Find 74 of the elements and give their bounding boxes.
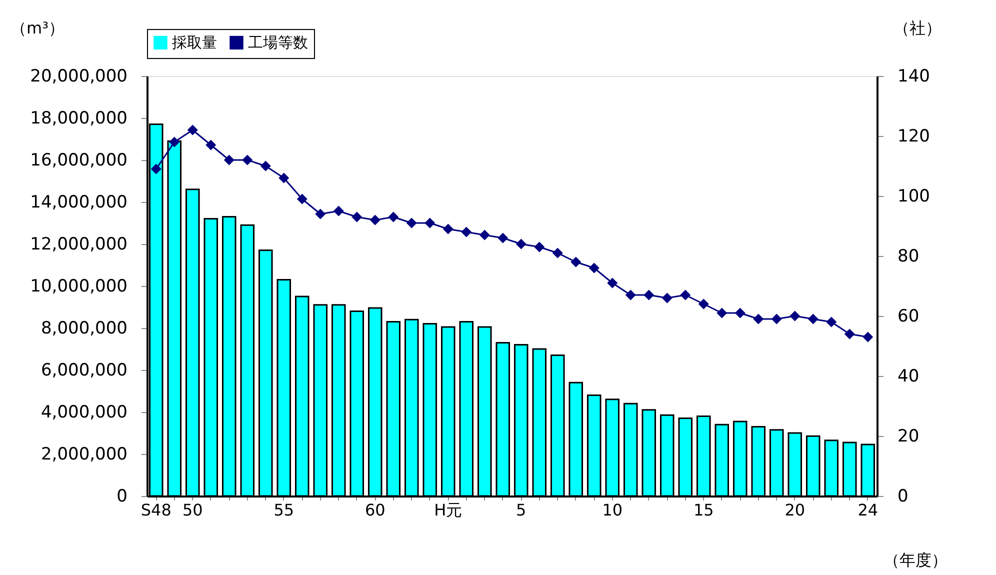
point	[680, 290, 691, 300]
point	[644, 290, 654, 300]
y-tick-label: 6,000,000	[40, 360, 128, 380]
point	[662, 292, 672, 304]
x-tick-label: 24	[858, 500, 878, 520]
point	[278, 172, 290, 184]
x-axis-title: （年度）	[884, 550, 948, 570]
y-tick-label: 18,000,000	[30, 108, 128, 128]
point	[808, 314, 818, 324]
point	[352, 212, 362, 222]
y-axis-title: （m³）	[10, 18, 64, 38]
point	[771, 314, 782, 324]
point	[424, 218, 436, 228]
point	[461, 226, 472, 238]
x-tick-label: 20	[784, 500, 806, 520]
point	[552, 248, 563, 258]
point	[315, 208, 326, 220]
point	[734, 308, 746, 318]
point	[296, 194, 308, 204]
point	[588, 262, 600, 274]
point	[406, 218, 417, 228]
point	[826, 316, 837, 328]
point	[716, 308, 728, 318]
y-tick-label: 4,000,000	[40, 402, 128, 422]
y-tick-label: 8,000,000	[40, 318, 128, 338]
x-tick-label: 10	[602, 500, 623, 520]
point	[862, 332, 874, 342]
point	[333, 206, 344, 216]
point	[206, 140, 216, 150]
y2-tick-label: 120	[898, 126, 930, 146]
x-tick-label: 5	[516, 500, 526, 520]
y-tick-label: 20,000,000	[30, 66, 128, 86]
legend-label: 工場等数	[248, 34, 308, 52]
y-tick-label: 2,000,000	[40, 444, 128, 464]
y2-tick-label: 100	[898, 186, 930, 206]
y-tick-label: 16,000,000	[30, 150, 128, 170]
x-tick-label: 55	[274, 500, 294, 520]
y2-tick-label: 20	[898, 426, 920, 446]
point	[698, 298, 709, 310]
y2-tick-label: 0	[898, 486, 908, 506]
point	[570, 256, 582, 268]
point	[625, 290, 636, 300]
y-tick-label: 12,000,000	[30, 234, 128, 254]
point	[224, 154, 234, 166]
y-tick-label: 0	[116, 486, 128, 506]
point	[790, 310, 800, 322]
legend-label: 採取量	[172, 34, 217, 52]
x-tick-label: 60	[364, 500, 386, 520]
point	[844, 328, 855, 340]
point	[534, 242, 545, 252]
y-tick-label: 10,000,000	[30, 276, 128, 296]
point	[516, 238, 526, 250]
y2-tick-label: 40	[898, 366, 920, 386]
y-tick-label: 14,000,000	[30, 192, 128, 212]
point	[498, 232, 508, 244]
x-tick-label: 15	[693, 500, 714, 520]
point	[260, 160, 271, 172]
point	[753, 314, 764, 324]
point	[479, 230, 490, 240]
point	[150, 164, 162, 174]
y2-axis-title: （社）	[894, 18, 942, 38]
point	[442, 224, 454, 234]
y2-tick-label: 140	[898, 66, 930, 86]
y2-tick-label: 60	[898, 306, 920, 326]
x-tick-label: 50	[182, 500, 203, 520]
point	[187, 124, 198, 136]
point	[242, 154, 253, 166]
point	[169, 136, 180, 148]
x-tick-label: S48	[140, 500, 172, 520]
y2-tick-label: 80	[898, 246, 920, 266]
point	[388, 212, 399, 222]
point	[607, 278, 618, 288]
point	[370, 214, 380, 226]
x-tick-label: H元	[434, 500, 462, 520]
